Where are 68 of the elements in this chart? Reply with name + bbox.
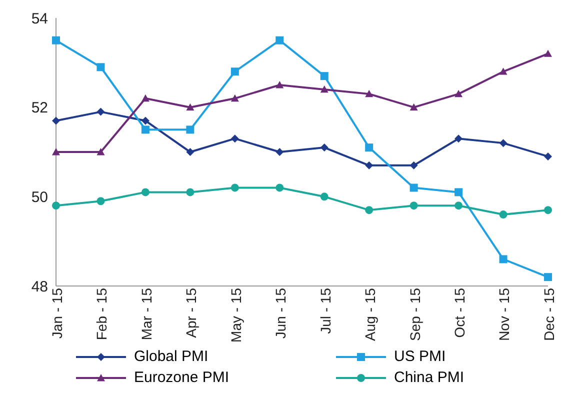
point — [410, 184, 418, 192]
point — [276, 81, 284, 88]
point — [52, 202, 60, 210]
x-tick-label: Aug - 15 — [362, 288, 378, 341]
point — [276, 36, 284, 44]
point — [96, 197, 105, 206]
point — [141, 126, 150, 134]
point — [320, 85, 328, 93]
point — [499, 139, 508, 148]
y-tick-label: 50 — [31, 188, 48, 206]
point — [499, 68, 508, 75]
x-tick-label: May - 15 — [228, 288, 244, 342]
legend-label: China PMI — [394, 369, 464, 386]
point — [499, 210, 508, 219]
point — [499, 255, 508, 264]
y-tick-label: 48 — [31, 278, 48, 296]
point — [544, 273, 552, 282]
point — [544, 206, 552, 214]
point — [141, 116, 150, 125]
point — [52, 36, 60, 44]
x-tick-label: Nov - 15 — [496, 288, 512, 341]
point — [276, 184, 284, 192]
legend-label: Global PMI — [134, 348, 208, 365]
x-tick-label: Feb - 15 — [94, 288, 110, 340]
point — [454, 90, 463, 98]
point — [141, 188, 150, 196]
y-tick-label: 52 — [31, 100, 48, 117]
y-tick-label: 54 — [31, 10, 48, 28]
point — [410, 103, 418, 111]
point — [52, 148, 60, 156]
legend-label: Eurozone PMI — [134, 369, 230, 386]
x-tick-label: Jun - 15 — [272, 288, 289, 339]
point — [544, 152, 552, 160]
point — [186, 126, 194, 134]
point — [230, 94, 239, 102]
point — [320, 72, 328, 80]
point — [454, 134, 463, 143]
point — [186, 103, 194, 111]
x-tick-label: Sep - 15 — [406, 288, 423, 341]
point — [454, 188, 463, 196]
x-tick-label: Jul - 15 — [317, 288, 334, 334]
point — [141, 94, 150, 102]
x-tick-label: Mar - 15 — [138, 288, 154, 340]
point — [365, 144, 374, 152]
point — [320, 144, 328, 152]
point — [320, 192, 328, 201]
point — [96, 63, 105, 72]
point — [186, 188, 194, 196]
point — [365, 90, 374, 98]
x-tick-label: Dec - 15 — [540, 288, 557, 341]
point — [410, 161, 418, 170]
point — [230, 68, 239, 76]
point — [276, 148, 284, 156]
point — [410, 202, 418, 210]
point — [230, 134, 239, 143]
legend-label: US PMI — [394, 348, 446, 365]
point — [96, 108, 105, 116]
x-tick-label: Apr - 15 — [183, 288, 200, 338]
x-tick-label: Oct - 15 — [451, 288, 468, 338]
x-tick-label: Jan - 15 — [48, 288, 65, 339]
point — [230, 184, 239, 192]
point — [52, 116, 60, 125]
point — [454, 202, 463, 210]
point — [96, 148, 105, 156]
point — [544, 50, 552, 57]
point — [365, 206, 374, 214]
point — [186, 148, 194, 156]
point — [365, 161, 374, 170]
